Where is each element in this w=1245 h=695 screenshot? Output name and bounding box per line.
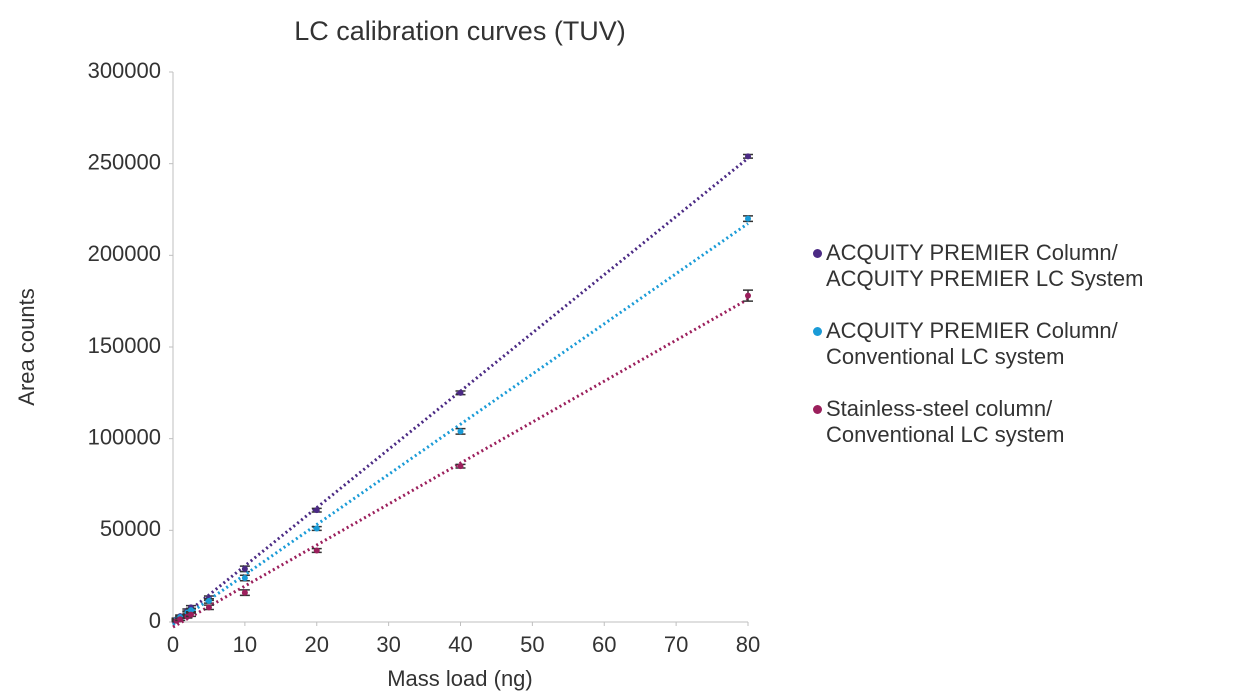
point xyxy=(457,463,464,470)
point xyxy=(241,589,248,596)
x-tick-label: 70 xyxy=(664,632,688,657)
trendline xyxy=(172,222,749,627)
x-tick-label: 0 xyxy=(167,632,179,657)
x-tick-label: 10 xyxy=(233,632,257,657)
x-tick-label: 60 xyxy=(592,632,616,657)
point xyxy=(205,604,212,611)
legend-marker xyxy=(813,405,822,414)
point xyxy=(313,547,320,554)
y-tick-label: 100000 xyxy=(88,424,161,449)
x-tick-label: 80 xyxy=(736,632,760,657)
legend-label: ACQUITY PREMIER Column/ Conventional LC … xyxy=(826,318,1118,369)
legend-item: ACQUITY PREMIER Column/ Conventional LC … xyxy=(813,318,1233,370)
point xyxy=(177,616,184,623)
x-tick-label: 20 xyxy=(305,632,329,657)
chart-title: LC calibration curves (TUV) xyxy=(294,16,626,46)
trendline xyxy=(172,297,749,629)
legend: ACQUITY PREMIER Column/ ACQUITY PREMIER … xyxy=(813,240,1233,474)
point xyxy=(457,389,464,396)
y-tick-label: 0 xyxy=(149,608,161,633)
point xyxy=(745,292,751,299)
point xyxy=(745,153,751,160)
point xyxy=(187,611,194,618)
x-axis-title: Mass load (ng) xyxy=(387,666,533,691)
legend-label: ACQUITY PREMIER Column/ ACQUITY PREMIER … xyxy=(826,240,1144,291)
y-tick-label: 200000 xyxy=(88,241,161,266)
point xyxy=(457,428,464,435)
point xyxy=(187,607,194,614)
legend-marker xyxy=(813,249,822,258)
point xyxy=(241,575,248,581)
legend-label: Stainless-steel column/ Conventional LC … xyxy=(826,396,1065,447)
y-axis-title: Area counts xyxy=(14,288,39,405)
legend-marker xyxy=(813,327,822,336)
point xyxy=(241,565,248,572)
legend-item: Stainless-steel column/ Conventional LC … xyxy=(813,396,1233,448)
y-tick-label: 250000 xyxy=(88,149,161,174)
y-tick-label: 50000 xyxy=(100,516,161,541)
y-tick-label: 300000 xyxy=(88,58,161,83)
point xyxy=(313,507,320,514)
x-tick-label: 50 xyxy=(520,632,544,657)
point xyxy=(205,597,212,604)
legend-item: ACQUITY PREMIER Column/ ACQUITY PREMIER … xyxy=(813,240,1233,292)
y-tick-label: 150000 xyxy=(88,333,161,358)
point xyxy=(745,215,751,222)
x-tick-label: 30 xyxy=(376,632,400,657)
point xyxy=(313,525,320,532)
x-tick-label: 40 xyxy=(448,632,472,657)
